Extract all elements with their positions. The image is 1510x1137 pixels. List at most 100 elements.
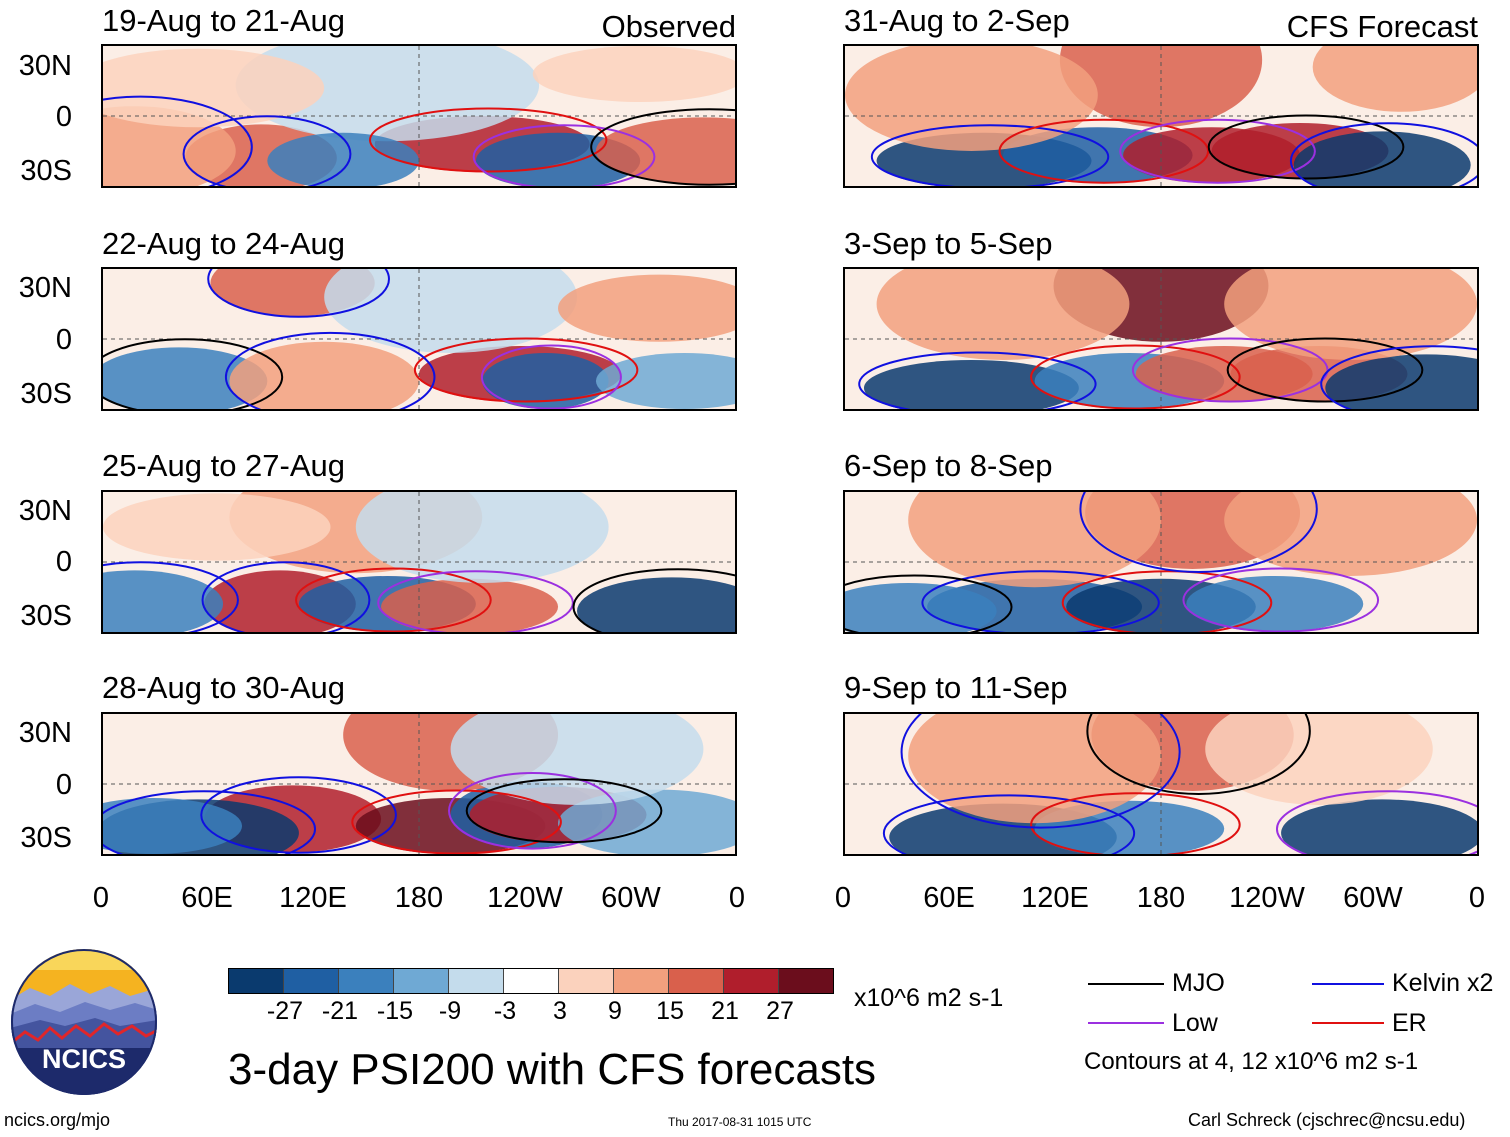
lon-label: 0	[92, 882, 110, 914]
map-panel	[843, 267, 1479, 411]
anomaly-blob	[558, 789, 735, 854]
map-field	[103, 46, 735, 186]
ncics-logo: NCICS	[10, 948, 158, 1096]
observed-label: Observed	[601, 9, 736, 44]
map-panel	[101, 712, 737, 856]
map-field	[845, 714, 1477, 854]
anomaly-blob	[103, 570, 224, 632]
contour-line	[480, 344, 622, 409]
map-field	[845, 46, 1477, 186]
contour-line	[845, 574, 1013, 632]
contour-line	[1119, 118, 1316, 184]
contour-line	[1030, 344, 1241, 409]
anomaly-blob	[381, 578, 559, 632]
contour-note: Contours at 4, 12 x10^6 m2 s-1	[1084, 1048, 1419, 1075]
legend-line-low	[1088, 1022, 1164, 1024]
anomaly-blob	[845, 583, 997, 632]
map-panel	[843, 44, 1479, 188]
map-field	[845, 492, 1477, 632]
anomaly-blob	[1325, 354, 1477, 409]
panel-title: 9-Sep to 11-Sep	[844, 670, 1068, 705]
lat-label-30s: 30S	[20, 822, 72, 854]
anomaly-blob	[908, 492, 1161, 588]
lon-label: 120W	[1229, 882, 1305, 914]
lon-label: 0	[834, 882, 852, 914]
lon-label: 0	[1468, 882, 1486, 914]
anomaly-blob	[482, 353, 609, 409]
panel-title: 28-Aug to 30-Aug	[102, 670, 346, 705]
colorbar-cell	[393, 969, 448, 993]
anomaly-blob	[103, 347, 268, 409]
logo-text: NCICS	[41, 1044, 126, 1074]
contour-line	[1320, 345, 1477, 409]
anomaly-blob	[863, 360, 1079, 409]
map-field	[103, 714, 735, 854]
contour-line	[921, 570, 1160, 632]
lat-label-0: 0	[55, 101, 72, 133]
panel-title: 31-Aug to 2-Sep	[844, 3, 1070, 38]
anomaly-blob	[595, 117, 735, 185]
lon-label: 60W	[601, 882, 661, 914]
map-field	[845, 269, 1477, 409]
contour-line	[900, 714, 1181, 829]
anomaly-blob	[1186, 576, 1364, 632]
footer-url[interactable]: ncics.org/mjo	[4, 1110, 111, 1130]
legend-label-er: ER	[1392, 1009, 1427, 1037]
anomaly-blob	[355, 492, 609, 583]
contour-line	[182, 115, 352, 186]
lon-label: 180	[1136, 882, 1186, 914]
contour-line	[103, 561, 239, 632]
ncics-logo-icon	[11, 949, 157, 1095]
anomaly-blob	[532, 46, 735, 102]
anomaly-blob	[1293, 131, 1471, 186]
colorbar-tick: 27	[766, 997, 794, 1025]
contour-line	[351, 789, 562, 854]
colorbar-cell	[503, 969, 558, 993]
anomaly-blob	[558, 274, 735, 342]
anomaly-blob	[450, 714, 704, 805]
anomaly-blob	[103, 798, 243, 854]
anomaly-blob	[1281, 799, 1477, 854]
colorbar-tick: 15	[656, 997, 684, 1025]
anomaly-blob	[845, 46, 1098, 151]
panel-title: 22-Aug to 24-Aug	[102, 226, 346, 261]
colorbar-cell	[778, 969, 833, 993]
panel-title: 19-Aug to 21-Aug	[102, 3, 346, 38]
footer-credit: Carl Schreck (cjschrec@ncsu.edu)	[1188, 1110, 1466, 1130]
contour-line	[224, 331, 436, 409]
contour-line	[590, 108, 735, 186]
contour-line	[103, 338, 284, 409]
contour-line	[858, 351, 1097, 409]
lat-label-30n: 30N	[18, 495, 72, 527]
colorbar-cells	[229, 969, 833, 993]
contour-line	[882, 794, 1136, 854]
lon-label: 60W	[1343, 882, 1403, 914]
contour-line	[413, 337, 639, 403]
legend-label-kelvin: Kelvin x2	[1392, 969, 1494, 997]
contour-line	[465, 778, 663, 844]
colorbar-cell	[723, 969, 778, 993]
lat-label-0: 0	[55, 769, 72, 801]
lon-label: 60E	[181, 882, 233, 914]
colorbar-tick: 21	[711, 997, 739, 1025]
colorbar-cell	[338, 969, 393, 993]
lon-label: 120W	[487, 882, 563, 914]
contour-line	[103, 95, 253, 186]
lon-label: 120E	[1021, 882, 1089, 914]
anomaly-blob	[577, 577, 735, 632]
anomaly-blob	[595, 353, 735, 409]
anomaly-blob	[1224, 269, 1477, 360]
lat-label-30s: 30S	[20, 155, 72, 187]
legend-label-low: Low	[1172, 1009, 1218, 1037]
contour-line	[200, 776, 397, 854]
colorbar-tick: -3	[493, 997, 517, 1025]
contour-line	[1226, 337, 1424, 403]
colorbar-tick: -9	[438, 997, 462, 1025]
contour-line	[1276, 790, 1477, 854]
map-field	[103, 492, 735, 632]
lon-label: 180	[394, 882, 444, 914]
lat-label-0: 0	[55, 324, 72, 356]
forecast-label: CFS Forecast	[1286, 9, 1478, 44]
colorbar-cell	[229, 969, 283, 993]
legend-label-mjo: MJO	[1172, 969, 1225, 997]
